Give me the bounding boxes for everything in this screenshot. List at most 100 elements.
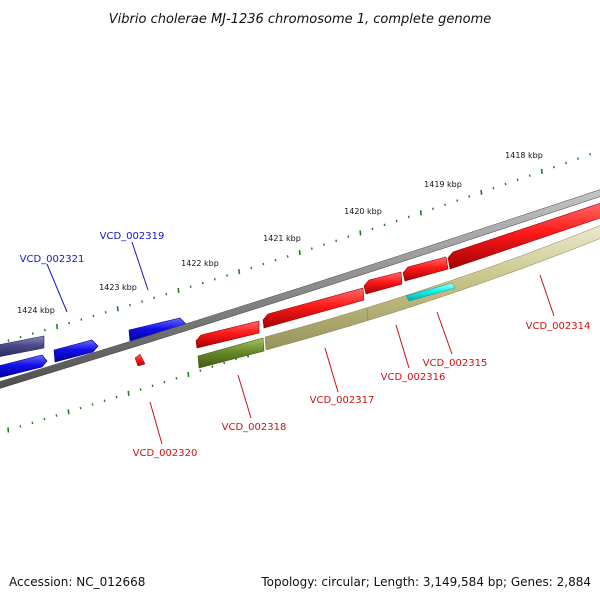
inner-ring-tick: [151, 384, 154, 388]
outer-ring-tick: [444, 203, 446, 206]
outer-ring-tick: [335, 239, 338, 243]
outer-ring-tick: [274, 258, 277, 262]
outer-ring-tick: [298, 249, 301, 256]
inner-ring-tick: [187, 371, 190, 377]
outer-ring-tick: [480, 189, 483, 195]
outer-ring-tick: [31, 332, 34, 335]
outer-ring-tick: [565, 161, 567, 165]
kbp-label-1420: 1420 kbp: [344, 207, 382, 216]
outer-ring-tick: [177, 287, 180, 293]
gene-VCD-002316-arrow[interactable]: [363, 271, 403, 295]
inner-ring-tick: [223, 361, 226, 365]
gene-labels: VCD_002321 VCD_002319 VCD_002320 VCD_002…: [20, 231, 591, 459]
outer-ring-tick: [553, 165, 555, 169]
kbp-label-1422: 1422 kbp: [181, 259, 219, 268]
outer-ring-tick: [68, 321, 71, 325]
outer-ring-tick: [492, 186, 495, 190]
khaki-band: [264, 225, 600, 351]
gene-cyan-arrow[interactable]: [405, 282, 456, 302]
inner-ring-tick: [127, 390, 130, 396]
gene-VCD-002317-arrow[interactable]: [262, 287, 365, 329]
gene-label-VCD-002315[interactable]: VCD_002315: [423, 358, 488, 369]
outer-ring-tick: [468, 195, 471, 198]
outer-ring-tick: [250, 266, 253, 270]
outer-ring-tick: [201, 281, 204, 285]
inner-ring-tick: [31, 421, 34, 425]
outer-ring-tick: [359, 230, 362, 236]
leader-VCD-002314: [539, 274, 555, 317]
inner-ring-tick: [175, 376, 178, 380]
kbp-label-1421: 1421 kbp: [263, 234, 301, 243]
reverse-strand-features: [0, 225, 600, 378]
leader-lines: [46, 241, 555, 445]
outer-ring-tick: [56, 324, 59, 330]
outer-ring-tick: [213, 277, 216, 281]
outer-ring-tick: [262, 262, 265, 266]
inner-ring-tick: [211, 365, 214, 368]
inner-ring-tick: [139, 388, 142, 391]
outer-tick-ring: [7, 153, 592, 342]
inner-ring-tick: [103, 399, 106, 402]
inner-ring-tick: [19, 425, 22, 428]
outer-ring-tick: [528, 174, 531, 177]
outer-ring-tick: [92, 314, 95, 318]
outer-ring-tick: [116, 306, 119, 312]
gene-label-VCD-002318[interactable]: VCD_002318: [222, 422, 287, 433]
kbp-scale-labels: 1418 kbp 1419 kbp 1420 kbp 1421 kbp 1422…: [17, 151, 543, 315]
outer-ring-tick: [419, 210, 422, 216]
leader-VCD-002316: [395, 324, 410, 369]
gene-label-VCD-002317[interactable]: VCD_002317: [310, 395, 375, 406]
outer-ring-tick: [43, 328, 46, 332]
outer-ring-tick: [129, 303, 131, 307]
kbp-label-1419: 1419 kbp: [424, 180, 462, 189]
gene-VCD-002320-marker[interactable]: [134, 353, 146, 367]
outer-ring-tick: [165, 292, 168, 296]
outer-ring-tick: [577, 157, 579, 160]
genome-backbone: [0, 189, 600, 389]
inner-ring-tick: [79, 406, 82, 410]
gene-label-VCD-002320[interactable]: VCD_002320: [133, 448, 198, 459]
outer-ring-tick: [141, 300, 143, 303]
gene-VCD-002321-arrow[interactable]: [0, 354, 48, 378]
leader-VCD-002317: [324, 347, 339, 393]
inner-ring-tick: [199, 369, 202, 372]
inner-ring-tick: [163, 380, 166, 384]
gene-navy-left[interactable]: [0, 335, 45, 357]
gene-VCD-002318-arrow[interactable]: [195, 320, 260, 349]
inner-ring-tick: [115, 395, 118, 399]
genome-stats-label: Topology: circular; Length: 3,149,584 bp…: [260, 575, 591, 589]
accession-label: Accession: NC_012668: [9, 575, 145, 589]
gene-label-VCD-002319[interactable]: VCD_002319: [100, 231, 165, 242]
kbp-label-1423: 1423 kbp: [99, 283, 137, 292]
outer-ring-tick: [238, 269, 241, 275]
inner-ring-tick: [91, 403, 94, 406]
outer-ring-tick: [286, 255, 289, 258]
outer-ring-tick: [395, 219, 398, 223]
leader-VCD-002315: [436, 311, 453, 355]
kbp-label-1418: 1418 kbp: [505, 151, 543, 160]
inner-ring-tick: [55, 414, 58, 417]
outer-ring-tick: [383, 223, 386, 227]
inner-ring-tick: [7, 427, 10, 433]
kbp-label-1424: 1424 kbp: [17, 306, 55, 315]
gene-blue-mid-arrow[interactable]: [53, 339, 99, 363]
gene-VCD-002314-arrow[interactable]: [447, 202, 600, 270]
outer-ring-tick: [104, 311, 107, 314]
gene-label-VCD-002314[interactable]: VCD_002314: [526, 321, 591, 332]
outer-ring-tick: [516, 178, 519, 182]
leader-VCD-002318: [237, 374, 252, 419]
gene-label-VCD-002316[interactable]: VCD_002316: [381, 372, 446, 383]
outer-ring-tick: [456, 199, 459, 202]
outer-ring-tick: [347, 235, 350, 239]
outer-ring-tick: [504, 182, 507, 186]
gene-label-VCD-002321[interactable]: VCD_002321: [20, 254, 85, 265]
gene-olive-arrow[interactable]: [197, 337, 265, 369]
outer-ring-tick: [153, 296, 156, 300]
outer-ring-tick: [323, 243, 325, 246]
outer-ring-tick: [19, 335, 22, 339]
outer-ring-tick: [310, 247, 313, 250]
outer-ring-tick: [80, 318, 83, 321]
gene-VCD-002315-arrow[interactable]: [402, 256, 449, 282]
map-title: Vibrio cholerae MJ-1236 chromosome 1, co…: [109, 12, 491, 27]
